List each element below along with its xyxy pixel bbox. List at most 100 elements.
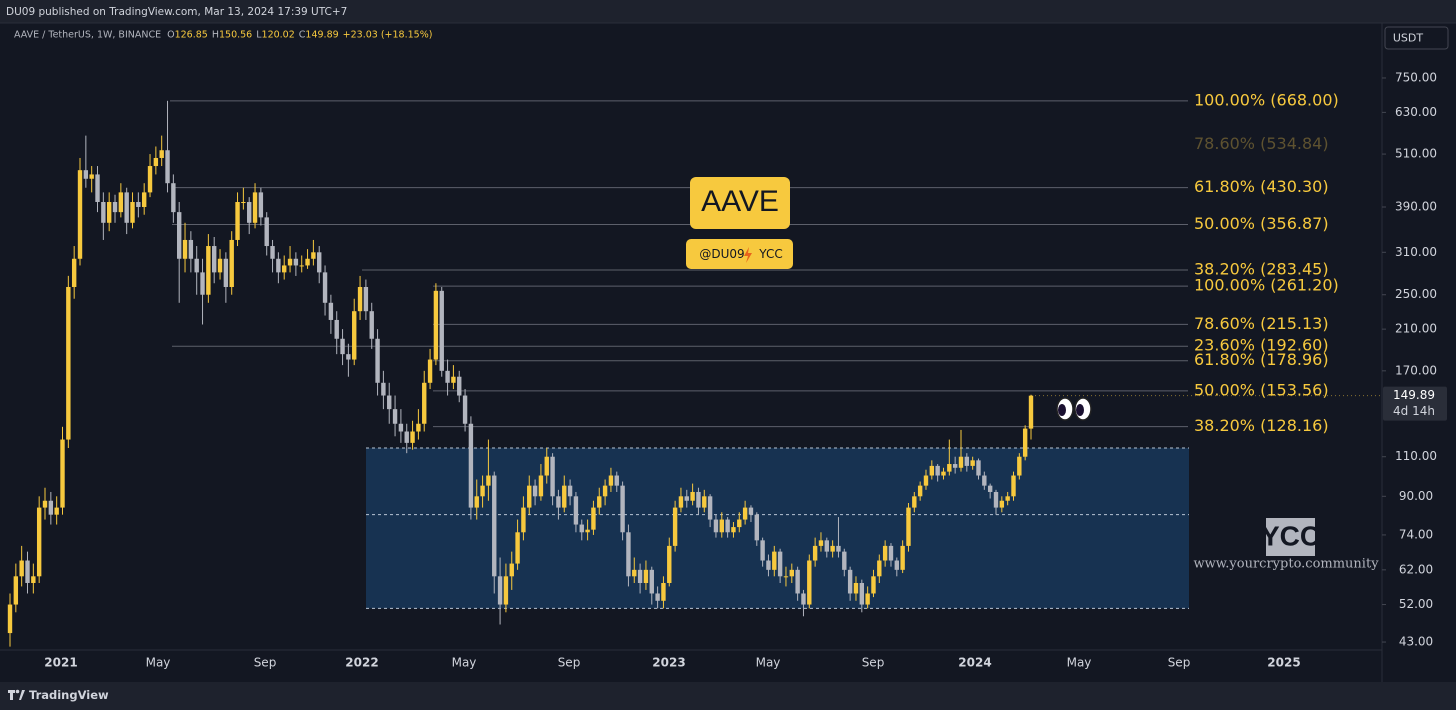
ohlc-change: +23.03 (+18.15%) <box>343 30 433 41</box>
candle-body <box>106 202 112 223</box>
candle-body <box>830 545 835 552</box>
candle-body <box>871 576 876 594</box>
candle-body <box>847 569 853 594</box>
candle-body <box>147 166 153 193</box>
y-tick-label: 74.00 <box>1399 527 1433 541</box>
candle-body <box>521 507 526 533</box>
currency-button[interactable] <box>1384 26 1449 50</box>
candle-body <box>602 485 608 497</box>
candle-body <box>486 475 491 486</box>
fib-label: 78.60% (215.13) <box>1194 314 1329 333</box>
candle-body <box>766 560 771 570</box>
candle-body <box>573 496 579 525</box>
candle-body <box>252 192 258 223</box>
candle-body <box>293 258 299 266</box>
footer-bar <box>0 682 1456 710</box>
candle-body <box>859 582 865 605</box>
candle-body <box>77 170 83 259</box>
candle-body <box>591 507 596 530</box>
candle-body <box>655 593 660 601</box>
eyes-emoji <box>1056 397 1092 421</box>
candle-body <box>194 258 199 273</box>
candle-body <box>789 569 794 577</box>
candle-body <box>25 560 30 583</box>
candle-body <box>760 540 765 561</box>
candle-body <box>993 491 999 508</box>
x-tick-label: Sep <box>1168 656 1191 670</box>
candle-body <box>497 576 503 605</box>
candle-body <box>795 569 800 594</box>
candle-body <box>754 514 759 541</box>
candle-body <box>31 576 36 583</box>
candle-body <box>818 540 824 546</box>
fib-label: 23.60% (192.60) <box>1194 336 1329 355</box>
candle-body <box>567 485 573 497</box>
candle-body <box>217 258 223 273</box>
candle-body <box>783 576 789 578</box>
candle-body <box>334 319 339 339</box>
ohlc-value: 120.02 <box>262 30 295 41</box>
candle-body <box>398 423 404 432</box>
candle-body <box>387 395 392 410</box>
candle-body <box>95 174 100 203</box>
candle-body <box>101 202 106 223</box>
candle-body <box>357 286 363 312</box>
candle-body <box>54 507 59 515</box>
x-tick-label: Sep <box>254 656 277 670</box>
ohlc-label: L <box>256 30 262 41</box>
fib-label: 100.00% (261.20) <box>1194 276 1339 295</box>
candle-body <box>317 252 322 273</box>
y-tick-label: 210.00 <box>1395 322 1437 336</box>
candle-body <box>882 545 888 561</box>
candle-body <box>1005 496 1010 501</box>
publish-info: DU09 published on TradingView.com, Mar 1… <box>6 6 347 18</box>
candle-body <box>748 507 754 515</box>
candle-body <box>632 569 637 577</box>
candle-body <box>328 302 334 320</box>
candle-body <box>614 475 619 486</box>
candle-body <box>952 464 958 468</box>
candle-body <box>923 475 929 486</box>
candle-body <box>719 519 724 533</box>
candle-body <box>807 560 812 605</box>
candle-body <box>247 202 252 223</box>
candle-body <box>964 456 970 466</box>
candle-body <box>970 460 975 466</box>
candle-body <box>556 496 561 508</box>
footer-brand: TradingView <box>29 688 109 702</box>
candle-body <box>912 496 917 508</box>
candle-body <box>649 569 654 594</box>
candle-body <box>48 500 54 515</box>
candle-body <box>509 563 514 577</box>
candle-body <box>66 286 71 440</box>
fib-label: 61.80% (178.96) <box>1194 350 1329 369</box>
ohlc-label: O <box>167 30 174 41</box>
x-tick-label: May <box>452 656 477 670</box>
lightning-icon <box>744 247 752 263</box>
candle-body <box>976 460 981 476</box>
y-tick-label: 510.00 <box>1395 147 1437 161</box>
fib-label: 50.00% (356.87) <box>1194 214 1329 233</box>
ohlc-value: 126.85 <box>175 30 208 41</box>
candle-body <box>112 202 118 213</box>
candle-body <box>206 246 211 295</box>
title-badge-text: AAVE <box>701 185 779 218</box>
candle-body <box>527 485 532 508</box>
candle-body <box>958 456 964 468</box>
candle-body <box>287 258 293 266</box>
candle-body <box>597 496 602 508</box>
candle-body <box>311 252 316 259</box>
candle-body <box>917 485 923 497</box>
candle-body <box>544 456 549 476</box>
candle-body <box>299 265 304 267</box>
candle-body <box>894 560 900 570</box>
candle-body <box>416 423 421 432</box>
candle-body <box>672 507 678 546</box>
candle-body <box>538 475 544 497</box>
candle-body <box>626 532 631 577</box>
candle-body <box>42 500 48 508</box>
range-box <box>366 447 1189 609</box>
candle-body <box>935 465 940 476</box>
candle-body <box>637 569 643 583</box>
candle-body <box>404 431 409 443</box>
